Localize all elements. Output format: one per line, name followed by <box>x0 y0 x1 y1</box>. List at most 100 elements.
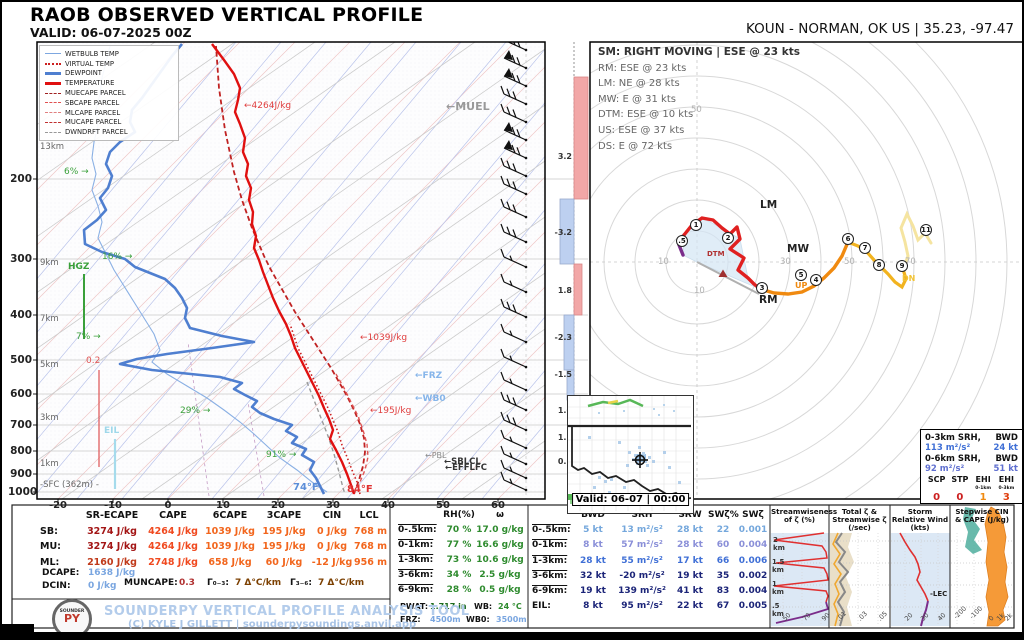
table-cell: 0-.5km: <box>398 525 437 535</box>
total-vorticity-curve <box>834 532 850 627</box>
sounderpy-logo: SOUNDER PY <box>52 599 92 638</box>
legend-line-swatch <box>45 92 61 94</box>
mini-panels <box>771 505 1013 628</box>
hodograph-height-marker: 9 <box>896 260 908 272</box>
table-cell: 28 % <box>446 585 472 595</box>
table-cell: 19 kt <box>580 585 606 596</box>
ehi1-value: 1 <box>979 492 987 503</box>
dry-adiabat-lines <box>37 42 545 499</box>
table-cell: 195 J/kg <box>262 525 306 537</box>
skewt-annotation: 91% → <box>266 450 297 460</box>
table-cell: 768 m <box>354 525 388 537</box>
scp-header: SCP <box>927 475 946 484</box>
table-cell: SB: <box>40 525 58 537</box>
ring-speed-label: 10 <box>694 286 705 296</box>
table-cell: 77 % <box>446 540 472 550</box>
height-label: 7km <box>40 314 59 324</box>
skewt-annotation: 84°F <box>347 484 373 495</box>
omega-value-label: 1.6 <box>557 406 572 415</box>
table-cell: 28 kt <box>677 540 703 551</box>
table-cell: 41 kt <box>677 585 703 596</box>
wb-value: 24 °C <box>498 602 522 611</box>
legend-line-swatch <box>45 112 61 114</box>
pwat-label: PWAT: <box>400 602 429 611</box>
dcin-label: DCIN: <box>42 581 71 591</box>
skewt-annotation: HGZ <box>68 262 90 272</box>
station-crosshair-icon <box>632 452 648 468</box>
legend-item: VIRTUAL TEMP <box>45 59 173 69</box>
legend-line-swatch <box>45 131 61 133</box>
table-cell: 6CAPE <box>212 510 248 521</box>
omega-column <box>559 42 589 499</box>
table-cell: 956 m <box>354 556 388 568</box>
omega-bar-positive <box>573 76 589 200</box>
table-cell: 22 <box>716 525 730 536</box>
pressure-label: 1000 <box>8 486 38 498</box>
legend-item: TEMPERATURE <box>45 78 173 88</box>
logo-text: SOUNDER <box>59 609 85 614</box>
skewt-annotation: 0.2 <box>86 356 101 366</box>
legend-label: DWNDRFT PARCEL <box>65 128 128 137</box>
hodograph-border <box>589 41 1022 500</box>
table-cell: 195 J/kg <box>262 541 306 552</box>
motion-vector-label: UP <box>795 281 808 290</box>
table-cell: 8 kt <box>583 540 603 551</box>
legend-label: MLCAPE PARCEL <box>65 108 121 117</box>
motion-vector-label: DTM <box>707 250 725 258</box>
table-cell: 13 m²/s² <box>621 525 663 536</box>
storm-motion-readout: SM: RIGHT MOVING | ESE @ 23 kts RM: ESE @… <box>598 46 828 156</box>
table-cell: 60 J/kg <box>265 556 303 568</box>
stat-label: BWD <box>995 433 1018 443</box>
table-cell: CAPE <box>159 510 187 521</box>
stat-value: 113 m²/s² <box>925 443 971 453</box>
table-cell: SRW <box>678 510 702 520</box>
radar-echo-light <box>598 404 675 416</box>
skewt-annotation: ←FRZ <box>415 371 443 381</box>
km-level-label: 2 km <box>773 536 785 552</box>
moist-adiabat-lines <box>37 42 545 499</box>
hodo-trace-3-6km <box>758 240 850 296</box>
pressure-label: 200 <box>10 173 32 185</box>
table-cell: 0.5 g/kg <box>479 585 521 595</box>
hodograph-height-marker: 2 <box>722 232 734 244</box>
logo-text-main: PY <box>63 612 81 625</box>
table-cell: 66 <box>716 555 730 566</box>
table-cell: 0.005 <box>738 601 768 612</box>
table-cell: 0 J/kg <box>316 525 348 537</box>
table-cell: -20 m²/s² <box>619 570 665 581</box>
dewpoint-curve <box>82 43 326 495</box>
muncape-value: 0.3 <box>179 578 195 588</box>
parcel-curve-ml <box>335 373 369 495</box>
dtm-marker <box>718 269 728 277</box>
omega-value-label: 3.2 <box>557 152 572 161</box>
mini-panel-title: Total ζ & Streamwise ζ (/sec) <box>832 507 887 532</box>
table-cell: 768 m <box>354 541 388 552</box>
legend-line-swatch <box>45 102 61 104</box>
panel3-shading <box>891 533 950 626</box>
table-cell: 60 <box>716 540 730 551</box>
kinematics-table: BWD SRH SRW SWζ% SWζ 0-.5km: 5 kt 13 m²/s² 28 kt… <box>532 510 768 616</box>
table-cell: SR-ECAPE <box>85 510 139 521</box>
motion-vector-label: LM <box>760 199 778 211</box>
storm-motion-line: MW: E @ 31 kts <box>598 93 676 105</box>
hodograph-height-marker: 7 <box>859 242 871 254</box>
table-cell: 2160 J/kg <box>87 556 137 568</box>
streamwiseness-curve <box>773 532 829 603</box>
table-cell: LCL <box>359 510 379 521</box>
stp-header: STP <box>951 475 969 484</box>
legend-item: DWNDRFT PARCEL <box>45 127 173 137</box>
table-cell: 32 kt <box>580 570 606 581</box>
temperature-tick-label: 20 <box>271 500 285 511</box>
valid-time: VALID: 06-07-2025 00Z <box>30 25 192 40</box>
table-cell: SWζ <box>742 510 764 520</box>
height-label: 1km <box>40 459 59 469</box>
table-cell: 0.002 <box>738 570 768 581</box>
radar-inset-map: Valid: 06-07 | 00:00 <box>567 395 694 514</box>
table-cell: 67 <box>716 601 730 612</box>
skewt-annotation: 7% → <box>76 332 101 342</box>
footer-brand-line: SOUNDERPY VERTICAL PROFILE ANALYSIS TOOL <box>104 604 470 619</box>
table-cell: 28 kt <box>677 525 703 536</box>
motion-vector-label: DN <box>902 274 916 283</box>
table-cell: 5 kt <box>583 525 603 536</box>
